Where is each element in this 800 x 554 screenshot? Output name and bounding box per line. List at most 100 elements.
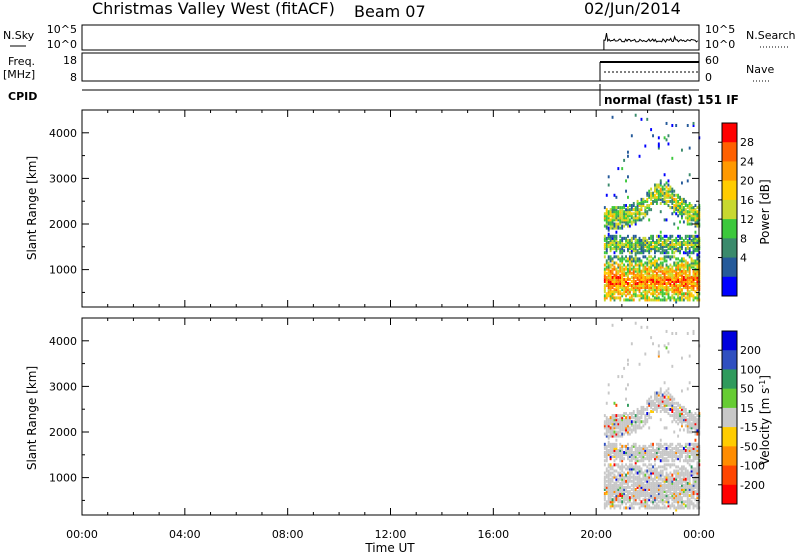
velocity-cell (684, 407, 687, 411)
velocity-cell (688, 381, 691, 385)
velocity-cell (621, 416, 624, 420)
velocity-cell (684, 485, 687, 489)
velocity-cell (657, 442, 660, 446)
velocity-cell (684, 457, 687, 461)
velocity-cell (657, 483, 660, 487)
power-cell (644, 243, 647, 247)
velocity-cell (646, 465, 649, 469)
power-cell (675, 261, 678, 265)
power-cell (650, 261, 653, 265)
velocity-cell (611, 420, 614, 424)
velocity-cell (692, 418, 695, 422)
power-cell (661, 261, 664, 265)
power-cell (638, 208, 641, 212)
velocity-cell (684, 473, 687, 477)
power-cell (609, 222, 612, 226)
velocity-cell (613, 451, 616, 455)
power-cell (659, 230, 662, 234)
power-cell (692, 298, 695, 302)
power-cell (611, 247, 614, 251)
power-cell (640, 204, 643, 208)
power-cell (644, 271, 647, 275)
power-cell (673, 282, 676, 286)
velocity-cell (603, 451, 606, 455)
power-cell (646, 292, 649, 296)
power-cell (679, 243, 681, 247)
power-cell (615, 210, 618, 214)
power-cell (659, 269, 662, 273)
power-cell (675, 236, 678, 240)
power-cell (644, 269, 647, 273)
velocity-cell (692, 485, 695, 489)
velocity-cell (681, 492, 683, 496)
velocity-cell (657, 444, 660, 448)
power-cell (648, 286, 651, 290)
velocity-cell (667, 479, 670, 483)
power-cell (648, 195, 651, 199)
velocity-cell (607, 463, 610, 467)
velocity-cell (627, 481, 629, 485)
velocity-cell (638, 424, 641, 428)
power-cell (652, 269, 654, 273)
power-cell (625, 286, 627, 290)
velocity-cell (611, 418, 614, 422)
velocity-cell (671, 483, 674, 487)
power-cell (603, 247, 606, 251)
power-cell (661, 257, 664, 261)
power-cell (657, 282, 660, 286)
power-cell (630, 247, 633, 251)
velocity-cell (632, 496, 635, 500)
power-cell (661, 189, 664, 193)
velocity-cell (628, 463, 631, 467)
power-cell (632, 218, 635, 222)
velocity-cell (692, 506, 695, 510)
power-cell (615, 288, 618, 292)
velocity-cell (607, 492, 610, 496)
velocity-cell (605, 416, 608, 420)
velocity-cell (673, 490, 676, 494)
velocity-cell (625, 498, 627, 502)
velocity-cell (686, 490, 689, 494)
power-cell (675, 284, 678, 288)
velocity-cell (665, 426, 668, 430)
velocity-cell (677, 401, 680, 405)
power-cell (673, 286, 676, 290)
velocity-cell (642, 504, 645, 508)
power-cell (692, 208, 695, 212)
power-cell (613, 284, 616, 288)
velocity-cell (634, 453, 637, 457)
power-cell (621, 245, 624, 249)
power-cell (621, 251, 624, 255)
power-cell (611, 206, 614, 210)
velocity-cell (667, 502, 670, 506)
velocity-cell (646, 401, 649, 405)
velocity-cell (627, 358, 629, 362)
power-cell (652, 282, 654, 286)
power-cell (684, 240, 687, 244)
power-cell (667, 204, 670, 208)
velocity-cell (638, 494, 641, 498)
power-cell (609, 277, 612, 281)
velocity-cell (659, 490, 662, 494)
power-cell (692, 251, 695, 255)
power-cell (636, 208, 639, 212)
power-cell (607, 277, 610, 281)
velocity-cell (688, 502, 691, 506)
velocity-cell (644, 490, 647, 494)
velocity-cell (663, 504, 666, 508)
power-cell (609, 273, 612, 277)
velocity-cell (611, 467, 614, 471)
velocity-cell (665, 467, 668, 471)
power-cell (638, 214, 641, 218)
power-cell (632, 220, 635, 224)
power-cell (630, 284, 633, 288)
power-cell (625, 218, 627, 222)
power-cell (665, 275, 668, 279)
velocity-cell (667, 412, 670, 416)
power-cell (627, 240, 629, 244)
velocity-cell (634, 502, 637, 506)
power-cell (627, 220, 629, 224)
velocity-cell (617, 479, 620, 483)
power-cell (661, 199, 664, 203)
power-cell (657, 238, 660, 242)
